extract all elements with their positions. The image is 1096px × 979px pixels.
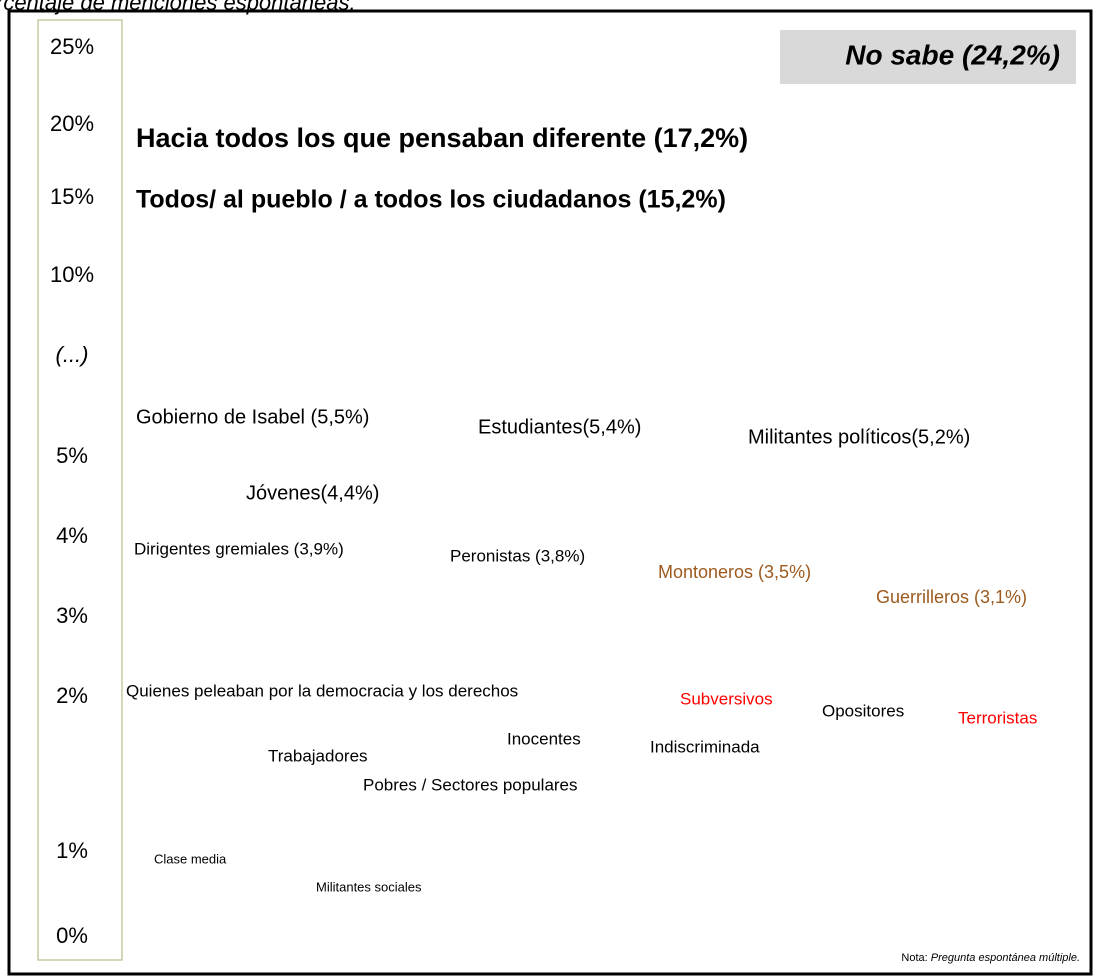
axis-box <box>37 19 123 961</box>
item: Terroristas <box>958 708 1037 727</box>
item: Opositores <box>822 701 904 720</box>
item: Subversivos <box>680 689 773 708</box>
item: Indiscriminada <box>650 737 760 756</box>
axis-label: 5% <box>56 443 88 468</box>
item: Pobres / Sectores populares <box>363 775 578 794</box>
item: Montoneros (3,5%) <box>658 562 811 582</box>
axis-label: 10% <box>50 262 94 287</box>
axis-label: 15% <box>50 184 94 209</box>
item: Hacia todos los que pensaban diferente (… <box>136 123 748 153</box>
item: Dirigentes gremiales (3,9%) <box>134 539 344 558</box>
highlight-box <box>780 30 1076 84</box>
item: Militantes políticos(5,2%) <box>748 426 970 448</box>
axis-label: 3% <box>56 603 88 628</box>
axis-label: (...) <box>56 342 89 367</box>
axis-label: 25% <box>50 34 94 59</box>
item: Peronistas (3,8%) <box>450 546 585 565</box>
item: Inocentes <box>507 729 581 748</box>
axis-label: 20% <box>50 111 94 136</box>
note: Nota: Pregunta espontánea múltiple. <box>901 952 1080 964</box>
item: Quienes peleaban por la democracia y los… <box>126 681 518 700</box>
item: Todos/ al pueblo / a todos los ciudadano… <box>136 186 726 214</box>
axis-label: 1% <box>56 838 88 863</box>
title: rcentaje de menciones espontáneas. <box>0 0 356 15</box>
item: Estudiantes(5,4%) <box>478 416 641 438</box>
item: Militantes sociales <box>316 879 422 894</box>
frame <box>7 9 1093 976</box>
axis-label: 0% <box>56 923 88 948</box>
note-label: Nota: <box>901 952 927 964</box>
axis-label: 2% <box>56 683 88 708</box>
item: Gobierno de Isabel (5,5%) <box>136 406 369 428</box>
axis-label: 4% <box>56 523 88 548</box>
item: Clase media <box>154 851 227 866</box>
item: No sabe (24,2%) <box>845 39 1060 70</box>
item: Guerrilleros (3,1%) <box>876 587 1027 607</box>
item: Jóvenes(4,4%) <box>246 482 379 504</box>
note-text: Pregunta espontánea múltiple. <box>931 952 1080 964</box>
item: Trabajadores <box>268 746 368 765</box>
